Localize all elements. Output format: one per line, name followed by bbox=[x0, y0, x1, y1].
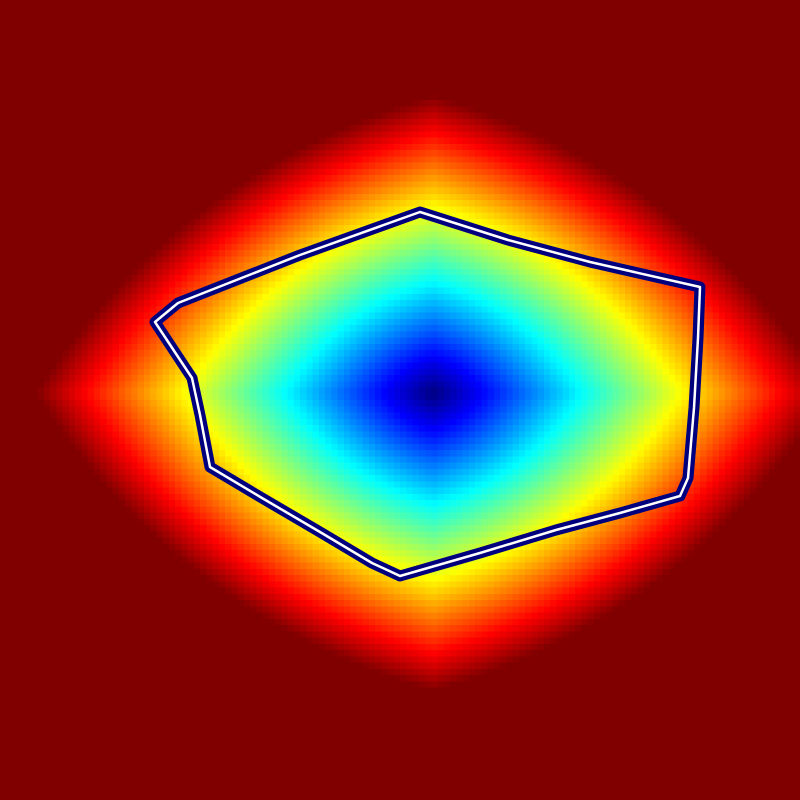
boundary-dark-band bbox=[149, 206, 706, 582]
boundary-contour-line bbox=[153, 210, 702, 578]
